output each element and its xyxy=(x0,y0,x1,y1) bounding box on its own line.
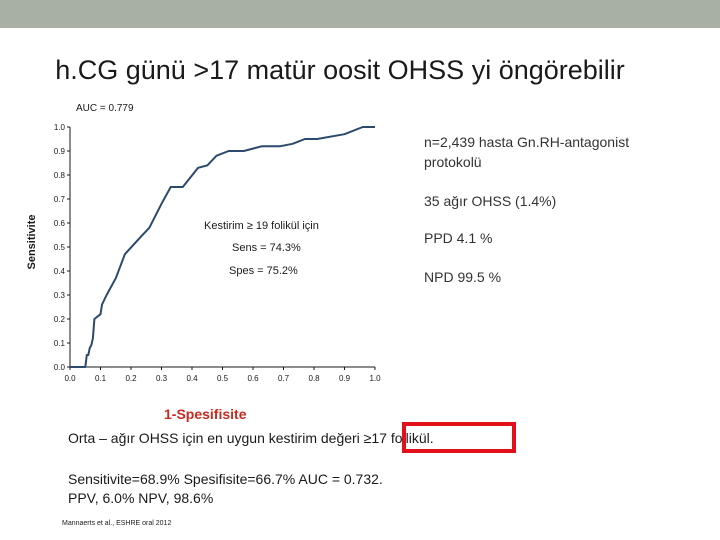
x-tick-label: 0.6 xyxy=(247,374,259,383)
optimal-cutoff-text: Orta – ağır OHSS için en uygun kestirim … xyxy=(68,430,434,446)
slide-title: h.CG günü >17 matür oosit OHSS yi öngöre… xyxy=(55,55,625,85)
header-band xyxy=(0,0,720,28)
x-tick-label: 0.1 xyxy=(95,374,107,383)
x-tick-label: 0.2 xyxy=(125,374,137,383)
roc-series xyxy=(70,126,375,368)
y-tick-label: 0.7 xyxy=(54,195,66,204)
y-tick-label: 1.0 xyxy=(54,123,66,132)
sensitivity-annotation: Sens = 74.3% xyxy=(232,242,301,254)
ohss-count-note: 35 ağır OHSS (1.4%) xyxy=(424,193,557,209)
y-tick-label: 0.9 xyxy=(54,147,66,156)
x-tick-label: 1.0 xyxy=(369,374,381,383)
y-tick-label: 0.0 xyxy=(54,363,66,372)
results-line-1: Sensitivite=68.9% Spesifisite=66.7% AUC … xyxy=(68,471,383,487)
cutoff-annotation: Kestirim ≥ 19 folikül için xyxy=(204,220,319,232)
axes xyxy=(69,127,375,368)
x-tick-label: 0.8 xyxy=(308,374,320,383)
x-axis-label: 1-Spesifisite xyxy=(164,406,247,422)
y-tick-label: 0.4 xyxy=(54,267,66,276)
y-tick-label: 0.6 xyxy=(54,219,66,228)
ppd-note: PPD 4.1 % xyxy=(424,230,493,246)
y-tick-label: 0.1 xyxy=(54,339,66,348)
reference-citation: Mannaerts et al., ESHRE oral 2012 xyxy=(62,520,172,527)
roc-curve xyxy=(70,126,375,368)
x-tick-label: 0.3 xyxy=(156,374,168,383)
specificity-annotation: Spes = 75.2% xyxy=(229,265,298,277)
npd-note: NPD 99.5 % xyxy=(424,269,502,285)
y-tick-label: 0.8 xyxy=(54,171,66,180)
results-text: Sensitivite=68.9% Spesifisite=66.7% AUC … xyxy=(68,470,383,508)
auc-label: AUC = 0.779 xyxy=(76,103,134,114)
x-tick-label: 0.7 xyxy=(278,374,290,383)
x-tick-label: 0.5 xyxy=(217,374,229,383)
x-tick-label: 0.9 xyxy=(339,374,351,383)
y-tick-label: 0.5 xyxy=(54,243,66,252)
results-line-2: PPV, 6.0% NPV, 98.6% xyxy=(68,490,214,506)
highlight-box xyxy=(402,422,516,453)
y-tick-label: 0.3 xyxy=(54,291,66,300)
sample-size-note: n=2,439 hasta Gn.RH-antagonist protokolü xyxy=(424,134,630,170)
x-tick-label: 0.0 xyxy=(64,374,76,383)
y-tick-label: 0.2 xyxy=(54,315,66,324)
tick-labels: 0.0 0.1 0.2 0.3 0.4 0.5 0.6 0.7 0.8 0.9 1.0 0.0 0.1 0… xyxy=(54,123,381,383)
x-tick-label: 0.4 xyxy=(186,374,198,383)
tick-marks xyxy=(67,126,376,370)
